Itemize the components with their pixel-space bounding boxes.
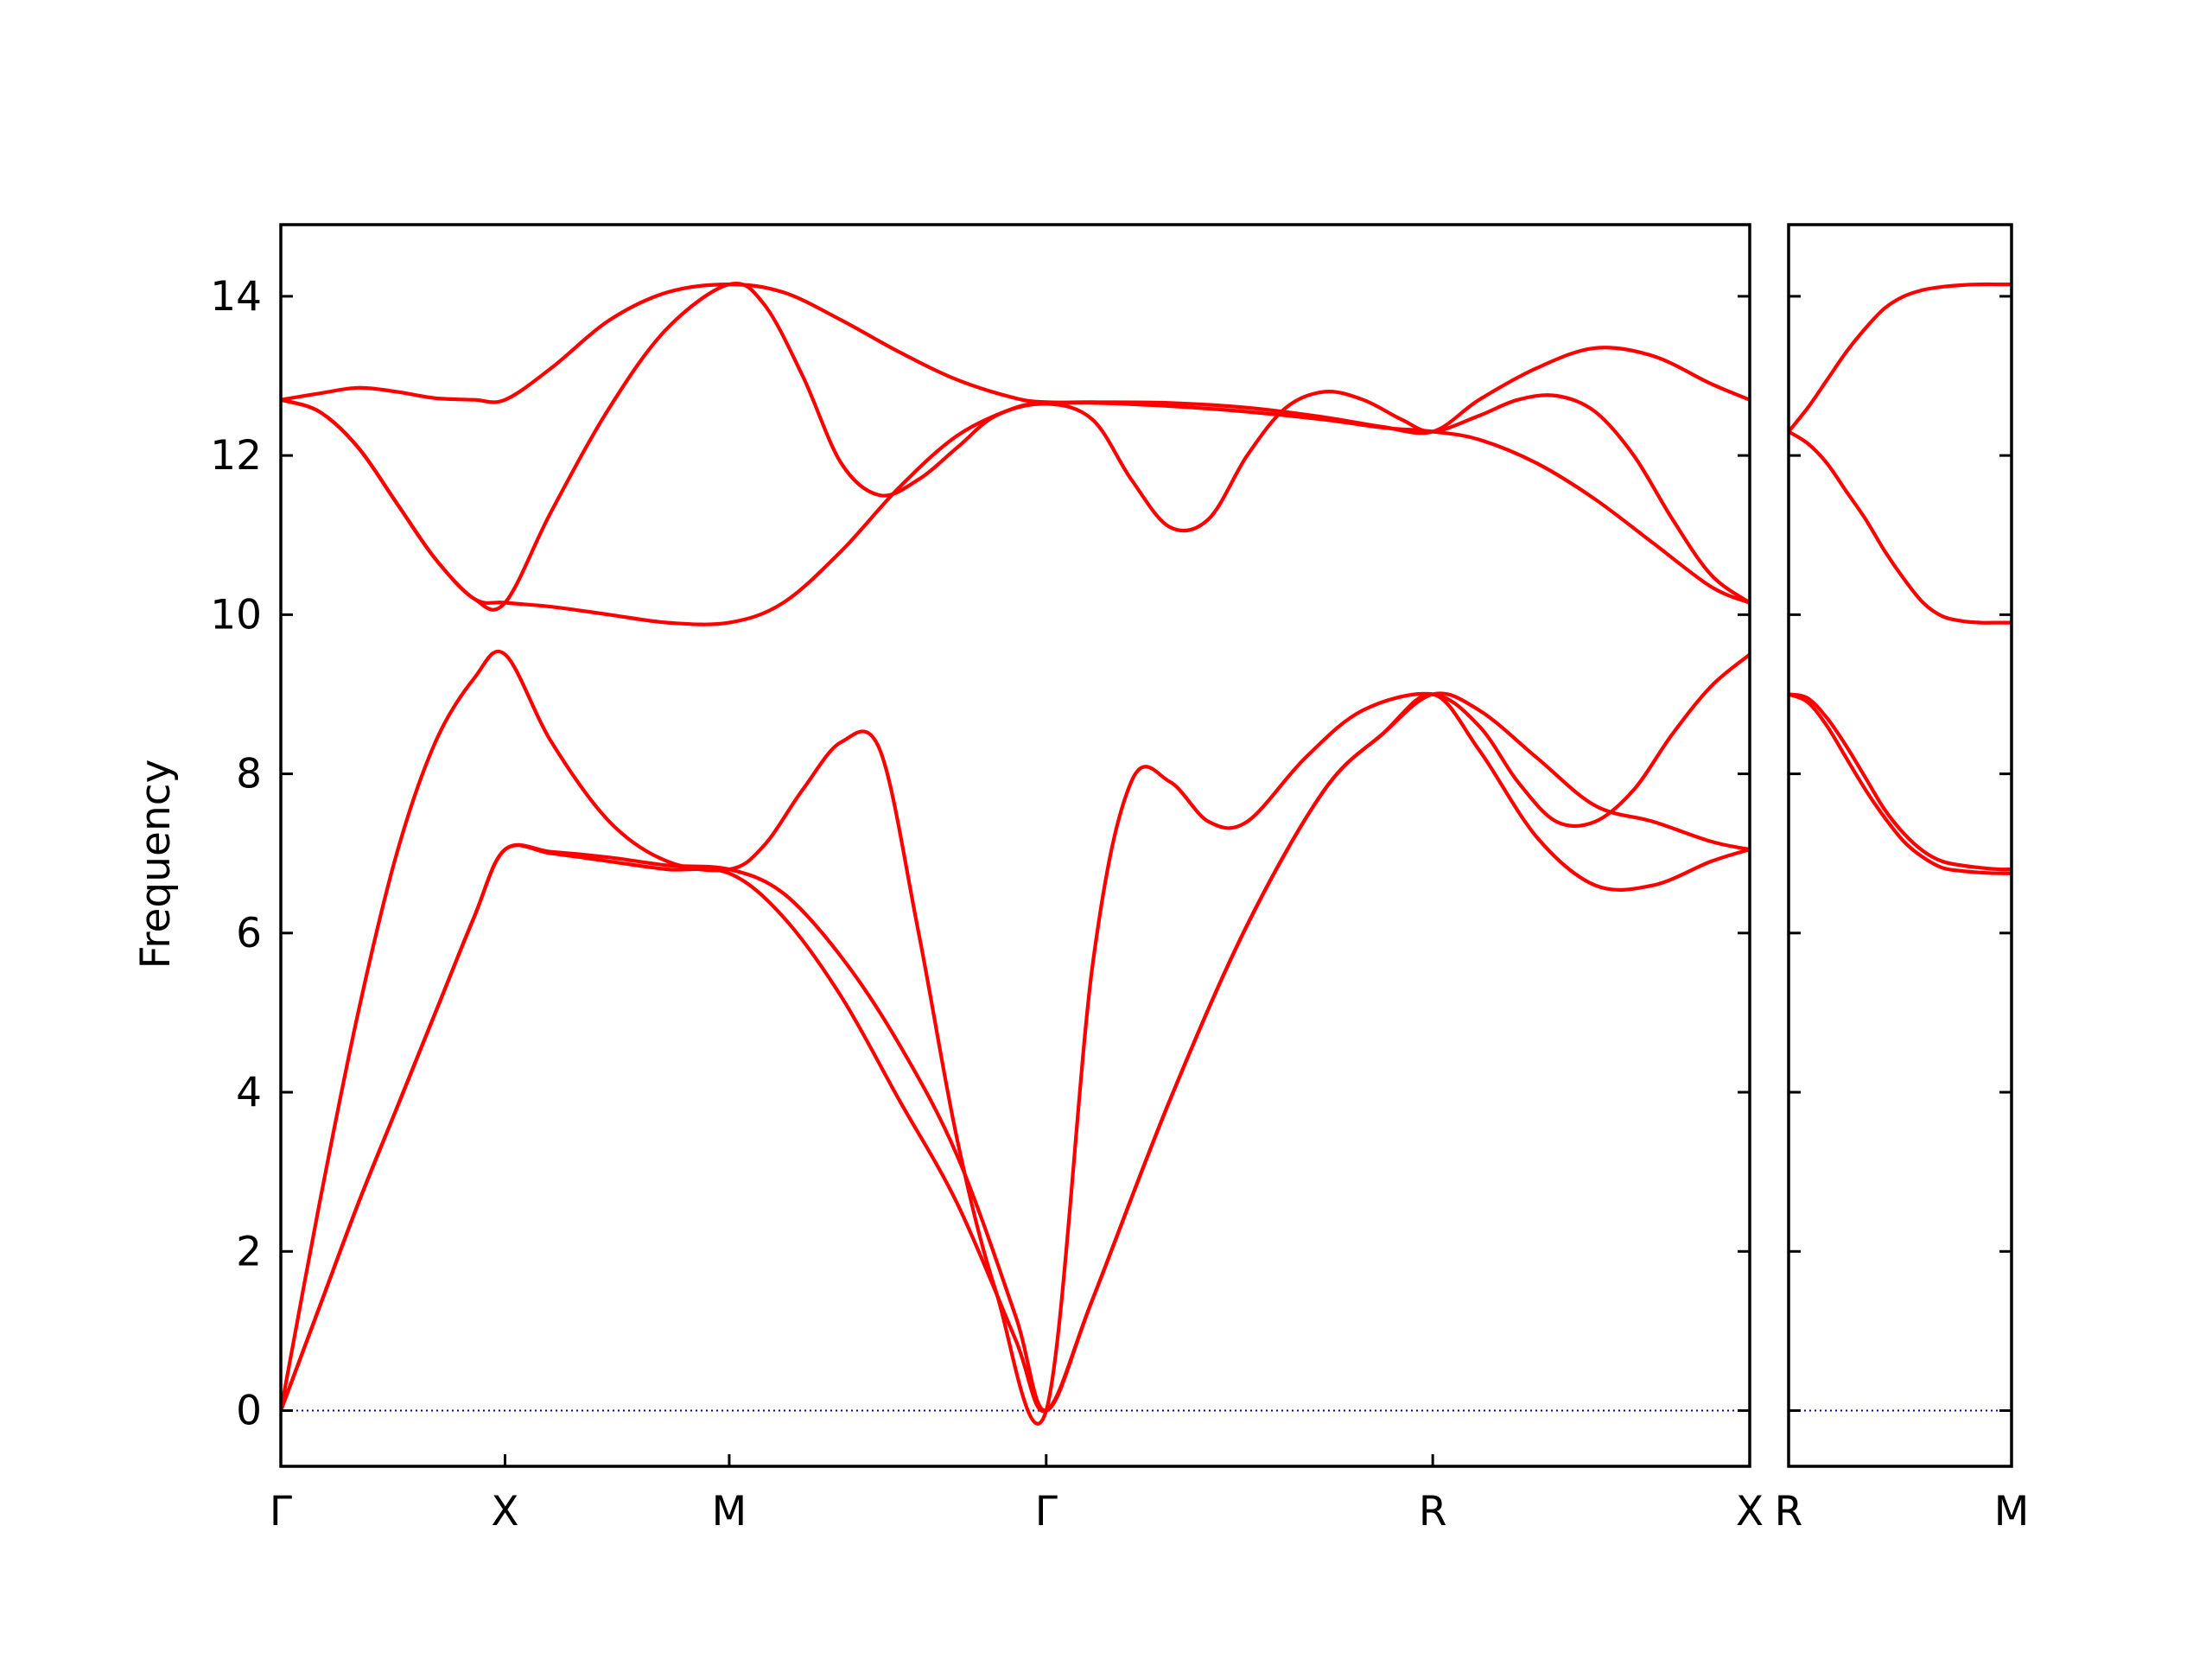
band-1 (1789, 282, 2012, 434)
x-tick-label: Γ (270, 1488, 292, 1535)
y-tick-label: 12 (210, 432, 262, 480)
y-tick-label: 8 (236, 751, 262, 798)
x-tick-label: X (1736, 1488, 1764, 1535)
y-tick-label: 4 (236, 1069, 262, 1116)
y-tick-label: 6 (236, 910, 262, 957)
band-2 (281, 692, 1750, 1414)
band-3 (281, 649, 1750, 1426)
panel-1: 0 2 4 6 8 10 12 14 Γ X M Γ R X (210, 223, 1764, 1535)
panel-frame (279, 223, 1751, 1468)
band-curves (1789, 282, 2012, 875)
y-tick-label: 14 (210, 273, 262, 321)
x-tick-label: X (491, 1488, 518, 1535)
band-4 (281, 397, 1750, 626)
band-3 (1789, 692, 2012, 875)
x-tick-label: M (1994, 1488, 2030, 1535)
y-tick-label: 0 (236, 1388, 262, 1435)
x-tick-label: R (1775, 1488, 1803, 1535)
x-tick-label: R (1419, 1488, 1447, 1535)
y-axis-label: Frequency (132, 760, 180, 969)
band-6 (281, 283, 1750, 435)
band-1 (281, 691, 1750, 1413)
x-tick-label: M (712, 1488, 747, 1535)
x-tick-label: Γ (1035, 1488, 1058, 1535)
band-2 (1789, 429, 2012, 625)
y-tick-label: 2 (236, 1228, 262, 1275)
band-5 (281, 281, 1750, 612)
y-tick-label: 10 (210, 591, 262, 639)
panel-frame (1787, 223, 2013, 1468)
band-4 (1789, 692, 2012, 872)
band-curves (281, 281, 1750, 1426)
